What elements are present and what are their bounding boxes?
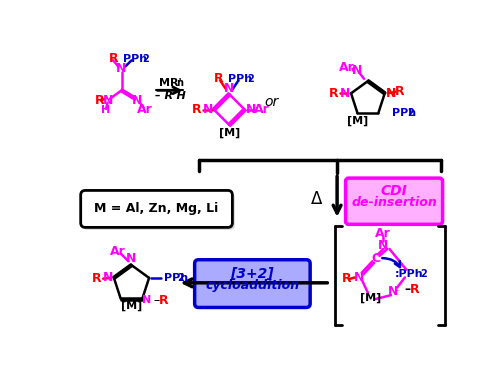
Text: N: N (126, 252, 136, 265)
Text: R: R (214, 72, 224, 85)
Text: 2: 2 (178, 273, 184, 283)
Text: –: – (153, 294, 160, 307)
Text: N: N (142, 295, 151, 305)
Text: –: – (404, 283, 410, 296)
Text: cycloaddition: cycloaddition (206, 279, 300, 293)
Text: N: N (202, 103, 213, 116)
Text: H: H (102, 104, 110, 115)
Text: Δ: Δ (310, 190, 322, 208)
Text: R: R (342, 272, 351, 286)
Text: [M]: [M] (121, 301, 142, 312)
Text: [M]: [M] (360, 293, 381, 303)
FancyBboxPatch shape (194, 260, 310, 307)
Text: R: R (330, 87, 339, 100)
Text: R: R (92, 272, 102, 285)
Text: Ar: Ar (110, 245, 126, 258)
Text: de-insertion: de-insertion (351, 196, 437, 209)
Text: N: N (386, 87, 396, 100)
Text: 2: 2 (248, 74, 254, 84)
Text: [3+2]: [3+2] (230, 267, 274, 281)
Text: 2: 2 (420, 269, 428, 279)
Text: N: N (388, 285, 398, 298)
Text: R: R (159, 294, 168, 307)
Text: MR': MR' (158, 78, 182, 87)
Text: N: N (116, 62, 126, 75)
Text: [M]: [M] (218, 128, 240, 138)
Text: PPh: PPh (228, 74, 252, 84)
Text: [M]: [M] (347, 116, 368, 126)
Text: 2: 2 (142, 54, 148, 64)
Text: R: R (192, 103, 202, 116)
FancyBboxPatch shape (346, 178, 442, 224)
Text: N: N (352, 64, 362, 77)
Text: Ar: Ar (254, 103, 270, 116)
Text: PPh: PPh (392, 108, 416, 118)
FancyBboxPatch shape (83, 193, 234, 230)
Text: N: N (340, 87, 350, 100)
Text: N: N (354, 271, 364, 284)
Text: R: R (95, 94, 105, 107)
Text: CDI: CDI (380, 184, 407, 198)
Text: N: N (224, 82, 234, 94)
Text: or: or (264, 95, 279, 109)
Text: M = Al, Zn, Mg, Li: M = Al, Zn, Mg, Li (94, 202, 218, 216)
Text: Ar: Ar (338, 61, 354, 74)
Text: N: N (246, 103, 256, 116)
Text: :PPh: :PPh (394, 269, 423, 279)
Text: N: N (378, 239, 388, 252)
Text: R: R (396, 85, 405, 98)
Text: R: R (410, 283, 420, 296)
Text: PPh: PPh (124, 54, 148, 64)
Text: N: N (103, 94, 114, 107)
Text: ..: .. (396, 284, 400, 293)
Text: Ar: Ar (376, 227, 391, 240)
FancyBboxPatch shape (80, 190, 233, 228)
Text: 2: 2 (408, 108, 414, 118)
Text: Ar: Ar (136, 103, 152, 116)
Text: PPh: PPh (164, 273, 188, 283)
Text: N: N (102, 271, 113, 284)
Text: R: R (109, 52, 118, 65)
Text: N: N (132, 94, 142, 107)
Text: n: n (176, 78, 183, 87)
Text: – R'H: – R'H (154, 91, 186, 101)
Text: C: C (371, 252, 380, 265)
